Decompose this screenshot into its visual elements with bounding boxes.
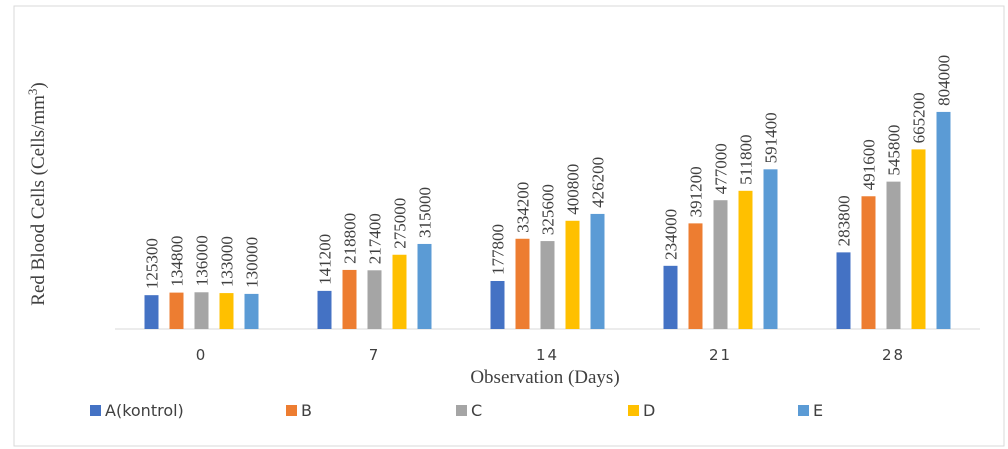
y-axis-title-main: Red Blood Cells (Cells/mm — [28, 95, 49, 306]
bar — [490, 280, 505, 329]
legend-swatch — [456, 405, 467, 416]
x-tick-labels: 0 7 14 21 28 — [196, 346, 905, 364]
data-label: 130000 — [243, 237, 262, 288]
bar — [886, 181, 901, 329]
chart-frame — [13, 5, 1005, 447]
bar — [317, 290, 332, 329]
bar — [936, 111, 951, 329]
data-label: 134800 — [168, 236, 187, 287]
legend-label: D — [643, 401, 655, 420]
bar — [515, 238, 530, 329]
bar — [417, 243, 432, 329]
bar — [713, 200, 728, 329]
bar — [590, 213, 605, 329]
bar — [342, 269, 357, 329]
legend-label: B — [301, 401, 312, 420]
data-label: 133000 — [218, 236, 237, 287]
legend-swatch — [286, 405, 297, 416]
bar — [540, 241, 555, 329]
bar — [763, 169, 778, 329]
bar — [861, 196, 876, 329]
data-label: 315000 — [416, 187, 435, 238]
data-label: 234000 — [662, 209, 681, 260]
data-label: 391200 — [687, 166, 706, 217]
x-axis-title: Observation (Days) — [470, 367, 619, 388]
legend-label: C — [471, 401, 482, 420]
bar — [169, 292, 184, 329]
data-label: 477000 — [712, 143, 731, 194]
data-label: 334200 — [514, 182, 533, 233]
data-label: 177800 — [489, 224, 508, 275]
bar — [663, 265, 678, 329]
data-label: 545800 — [885, 125, 904, 176]
x-tick-label: 21 — [709, 346, 732, 364]
data-labels: 125300 134800 136000 133000 130000 141200 2188… — [143, 55, 954, 289]
bar — [688, 223, 703, 329]
data-label: 511800 — [737, 134, 756, 184]
y-axis-title: Red Blood Cells (Cells/mm3) — [25, 82, 49, 305]
data-label: 275000 — [391, 198, 410, 249]
bar — [836, 252, 851, 329]
data-label: 218800 — [341, 213, 360, 264]
bar — [244, 293, 259, 329]
bar — [738, 190, 753, 329]
legend: A(kontrol) B C D E — [90, 401, 823, 420]
x-tick-label: 14 — [536, 346, 559, 364]
y-axis-title-end: ) — [28, 82, 49, 88]
data-label: 325600 — [539, 184, 558, 235]
bar — [911, 149, 926, 329]
bar — [565, 220, 580, 329]
legend-swatch — [798, 405, 809, 416]
bar — [144, 295, 159, 329]
data-label: 283800 — [835, 195, 854, 246]
x-tick-label: 0 — [196, 346, 208, 364]
data-label: 136000 — [193, 235, 212, 286]
x-tick-label: 28 — [882, 346, 905, 364]
data-label: 217400 — [366, 213, 385, 264]
legend-label: E — [813, 401, 823, 420]
data-label: 125300 — [143, 238, 162, 289]
data-label: 141200 — [316, 234, 335, 285]
bar — [194, 292, 209, 329]
x-tick-label: 7 — [369, 346, 381, 364]
legend-swatch — [628, 405, 639, 416]
bar — [367, 270, 382, 329]
plot-area — [115, 111, 980, 330]
bar — [392, 254, 407, 329]
data-label: 804000 — [935, 55, 954, 106]
legend-label: A(kontrol) — [105, 401, 184, 420]
data-label: 665200 — [910, 92, 929, 143]
y-axis-title-sup: 3 — [25, 89, 40, 96]
legend-swatch — [90, 405, 101, 416]
bar — [219, 293, 234, 329]
data-label: 491600 — [860, 139, 879, 190]
data-label: 426200 — [589, 157, 608, 208]
data-label: 400800 — [564, 164, 583, 215]
data-label: 591400 — [762, 112, 781, 163]
